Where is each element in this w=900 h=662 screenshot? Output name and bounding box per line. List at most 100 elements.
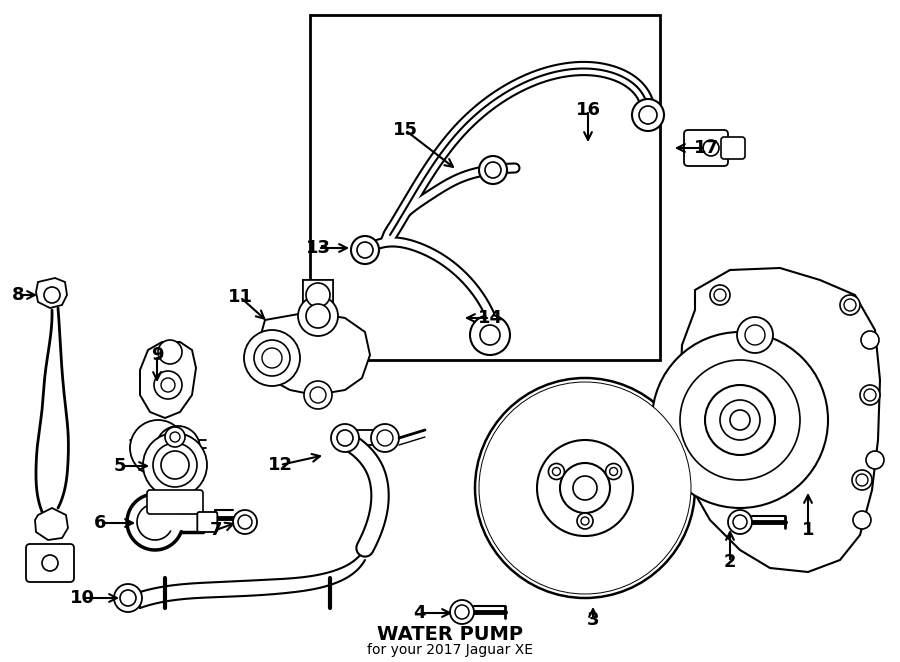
Circle shape xyxy=(479,156,507,184)
Circle shape xyxy=(861,331,879,349)
Circle shape xyxy=(371,424,399,452)
FancyBboxPatch shape xyxy=(26,544,74,582)
Text: 1: 1 xyxy=(802,521,814,539)
Circle shape xyxy=(154,371,182,399)
Circle shape xyxy=(306,304,330,328)
Text: 9: 9 xyxy=(151,346,163,364)
FancyBboxPatch shape xyxy=(684,130,728,166)
Circle shape xyxy=(730,410,750,430)
Circle shape xyxy=(158,340,182,364)
Circle shape xyxy=(170,432,180,442)
Circle shape xyxy=(500,404,670,572)
Bar xyxy=(158,420,200,448)
Circle shape xyxy=(560,463,610,513)
Circle shape xyxy=(120,590,136,606)
Circle shape xyxy=(475,378,695,598)
Circle shape xyxy=(337,430,353,446)
Text: 2: 2 xyxy=(724,553,736,571)
Circle shape xyxy=(485,388,685,588)
Circle shape xyxy=(652,332,828,508)
Circle shape xyxy=(860,385,880,405)
Text: 5: 5 xyxy=(113,457,126,475)
Text: 13: 13 xyxy=(305,239,330,257)
Circle shape xyxy=(495,398,675,579)
Circle shape xyxy=(844,299,856,311)
Circle shape xyxy=(573,476,597,500)
FancyBboxPatch shape xyxy=(147,490,203,514)
Text: 16: 16 xyxy=(575,101,600,119)
Text: for your 2017 Jaguar XE: for your 2017 Jaguar XE xyxy=(367,643,533,657)
Circle shape xyxy=(853,511,871,529)
Circle shape xyxy=(491,395,679,581)
Circle shape xyxy=(840,295,860,315)
Bar xyxy=(303,280,333,320)
Circle shape xyxy=(455,605,469,619)
Circle shape xyxy=(153,443,197,487)
Polygon shape xyxy=(258,312,370,395)
Text: 6: 6 xyxy=(94,514,106,532)
Circle shape xyxy=(479,382,691,594)
Polygon shape xyxy=(36,278,67,308)
Circle shape xyxy=(156,426,200,470)
Circle shape xyxy=(233,510,257,534)
Polygon shape xyxy=(680,268,880,572)
Circle shape xyxy=(737,317,773,353)
Text: 4: 4 xyxy=(413,604,425,622)
Circle shape xyxy=(450,600,474,624)
Circle shape xyxy=(728,510,752,534)
Circle shape xyxy=(298,296,338,336)
Circle shape xyxy=(306,283,330,307)
Circle shape xyxy=(504,407,666,569)
Circle shape xyxy=(351,236,379,264)
Circle shape xyxy=(485,162,501,178)
Text: 7: 7 xyxy=(210,521,222,539)
Circle shape xyxy=(609,467,617,475)
Circle shape xyxy=(498,401,672,575)
Circle shape xyxy=(238,515,252,529)
Circle shape xyxy=(856,474,868,486)
FancyBboxPatch shape xyxy=(197,512,217,532)
Circle shape xyxy=(733,515,747,529)
Text: 17: 17 xyxy=(694,139,718,157)
Circle shape xyxy=(161,378,175,392)
Circle shape xyxy=(745,325,765,345)
Circle shape xyxy=(714,289,726,301)
Circle shape xyxy=(606,463,622,479)
Circle shape xyxy=(864,389,876,401)
Text: 10: 10 xyxy=(69,589,94,607)
Circle shape xyxy=(331,424,359,452)
Circle shape xyxy=(143,433,207,497)
Text: 8: 8 xyxy=(12,286,24,304)
Circle shape xyxy=(537,440,633,536)
Circle shape xyxy=(632,99,664,131)
Text: 14: 14 xyxy=(478,309,502,327)
Circle shape xyxy=(304,381,332,409)
Circle shape xyxy=(44,287,60,303)
Circle shape xyxy=(581,517,589,525)
Circle shape xyxy=(507,410,663,566)
Circle shape xyxy=(310,387,326,403)
Bar xyxy=(310,15,660,360)
Circle shape xyxy=(710,285,730,305)
Circle shape xyxy=(262,348,282,368)
Circle shape xyxy=(639,106,657,124)
Circle shape xyxy=(482,385,688,591)
Circle shape xyxy=(548,463,564,479)
Circle shape xyxy=(680,360,800,480)
Text: 3: 3 xyxy=(587,611,599,629)
Text: 15: 15 xyxy=(392,121,418,139)
Circle shape xyxy=(377,430,393,446)
Circle shape xyxy=(130,420,186,476)
Polygon shape xyxy=(35,508,68,540)
Circle shape xyxy=(720,400,760,440)
Circle shape xyxy=(161,451,189,479)
Circle shape xyxy=(165,427,185,447)
FancyBboxPatch shape xyxy=(721,137,745,159)
Text: 11: 11 xyxy=(228,288,253,306)
Circle shape xyxy=(42,555,58,571)
Circle shape xyxy=(703,140,719,156)
Circle shape xyxy=(489,391,681,585)
Polygon shape xyxy=(140,342,196,418)
Circle shape xyxy=(705,385,775,455)
Circle shape xyxy=(866,451,884,469)
